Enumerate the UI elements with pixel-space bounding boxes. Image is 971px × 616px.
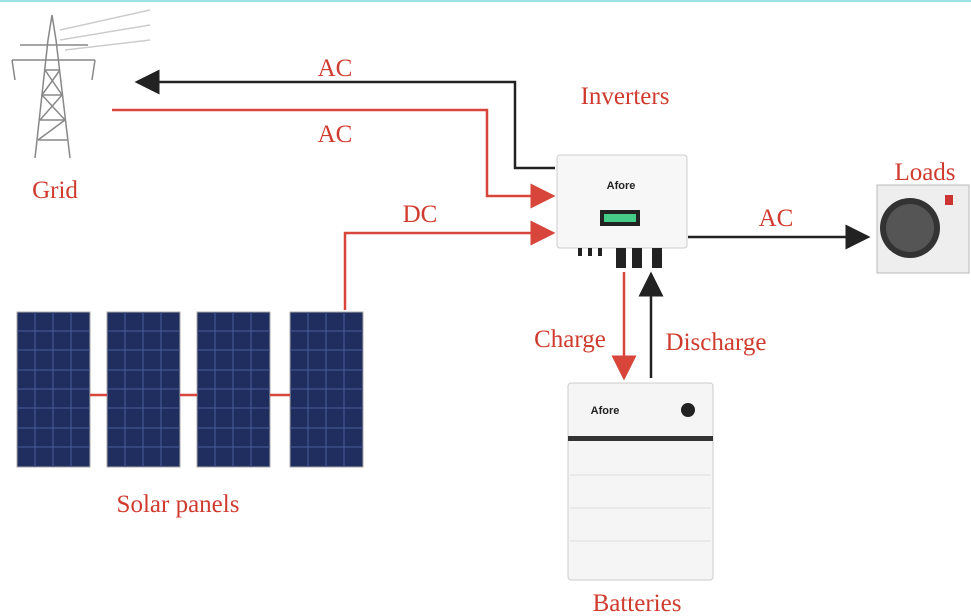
edge-label: AC bbox=[318, 121, 353, 148]
edge-label: DC bbox=[403, 201, 438, 228]
batteries-label: Batteries bbox=[593, 590, 682, 616]
inverters-label: Inverters bbox=[581, 83, 670, 110]
edge-label: Charge bbox=[534, 326, 606, 353]
edge-label: AC bbox=[759, 205, 794, 232]
edge-label: AC bbox=[318, 55, 353, 82]
diagram: Grid AC AC DC AC Charge Discharge Invert… bbox=[0, 0, 971, 616]
load-unit bbox=[877, 185, 969, 273]
loads-label: Loads bbox=[894, 159, 955, 186]
brand-label: Afore bbox=[607, 180, 636, 192]
brand-label: Afore bbox=[591, 405, 620, 417]
grid-label: Grid bbox=[32, 177, 78, 204]
edge-label: Discharge bbox=[666, 329, 767, 356]
solar-panels-label: Solar panels bbox=[117, 491, 240, 518]
grid-tower bbox=[12, 10, 150, 158]
inverter bbox=[557, 155, 687, 268]
arrow-solar-to-inverter bbox=[345, 233, 553, 310]
solar-panels bbox=[17, 312, 363, 467]
